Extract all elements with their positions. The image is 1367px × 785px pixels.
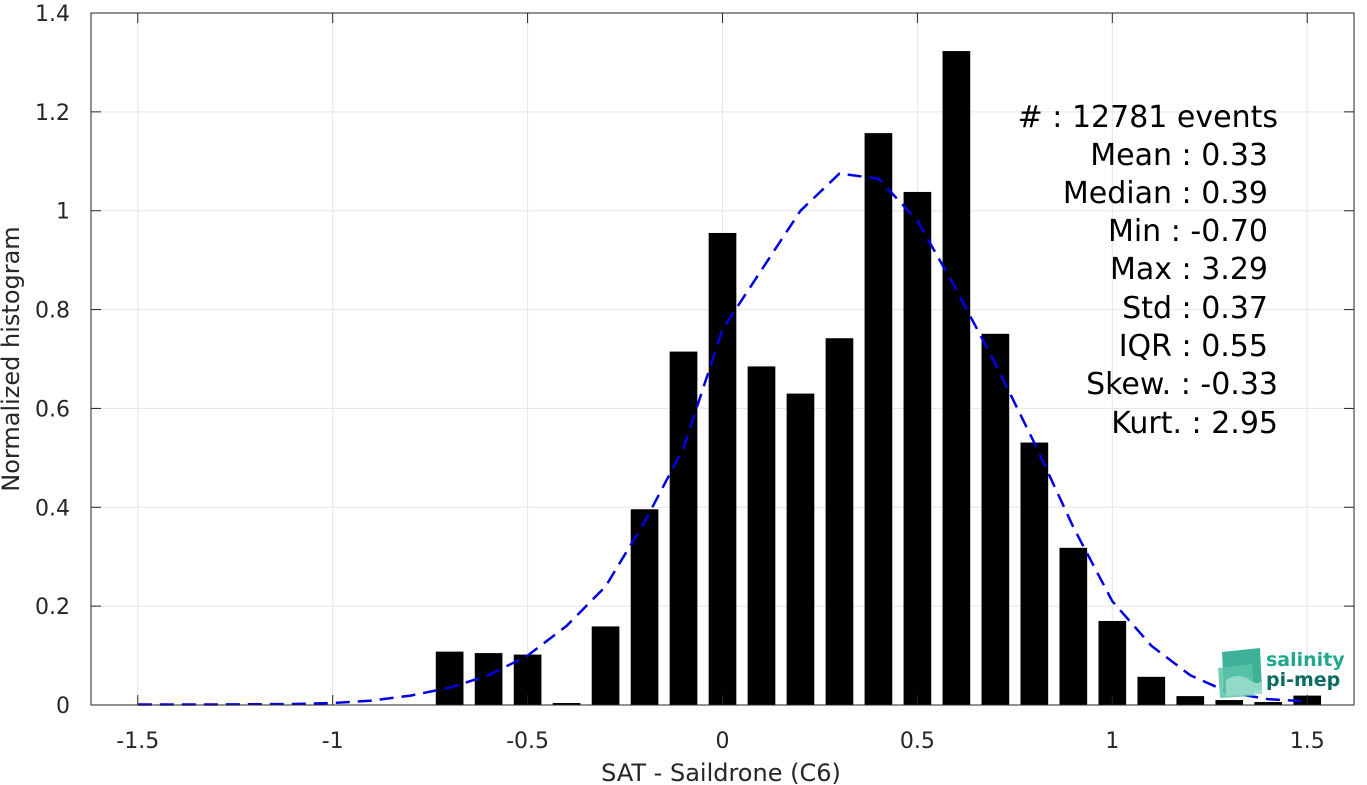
y-tick-label: 0.6 [35, 397, 70, 422]
y-tick-label: 0.8 [35, 299, 70, 324]
histogram-bar [1059, 547, 1088, 705]
x-tick-label: 1 [1105, 729, 1119, 754]
histogram-bar [708, 232, 737, 705]
stats-box: # : 12781 events Mean : 0.33 Median : 0.… [1018, 100, 1278, 441]
histogram-bar [825, 338, 854, 705]
stats-iqr: IQR : 0.55 [1119, 329, 1268, 364]
histogram-bar [1254, 702, 1283, 705]
histogram-bar [435, 651, 464, 705]
x-tick-label: -1 [322, 729, 344, 754]
y-axis-label: Normalized histogram [0, 226, 25, 491]
wave-logo-icon [1218, 648, 1262, 698]
histogram-bar [747, 366, 776, 705]
stats-mean: Mean : 0.33 [1090, 138, 1268, 173]
histogram-bar [1215, 700, 1244, 705]
x-tick-label: 0.5 [900, 729, 935, 754]
histogram-bar [1020, 442, 1049, 705]
y-tick-label: 0.2 [35, 595, 70, 620]
histogram-bar [903, 191, 932, 706]
stats-median: Median : 0.39 [1063, 176, 1268, 211]
stats-max: Max : 3.29 [1110, 252, 1268, 287]
salinity-pi-mep-logo: salinity pi-mep [1218, 648, 1345, 698]
y-tick-label: 0 [56, 694, 70, 719]
histogram-bar [474, 653, 503, 705]
grid-lines [91, 12, 1354, 706]
x-tick-label: -0.5 [506, 729, 549, 754]
y-tick-label: 0.4 [35, 496, 70, 521]
histogram-bar [1137, 676, 1166, 705]
logo-text-salinity: salinity [1266, 649, 1345, 671]
axes-frame [90, 12, 1355, 706]
fit-curve-layer [137, 172, 1308, 706]
x-tick-label: 0 [716, 729, 730, 754]
y-tick-label: 1.2 [35, 101, 70, 126]
histogram-bar [630, 509, 659, 705]
histogram-bar [786, 393, 815, 705]
stats-skew: Skew. : -0.33 [1086, 367, 1278, 402]
histogram-bar [552, 703, 581, 705]
histogram-bar [864, 133, 893, 705]
fit-curve-line [137, 172, 1308, 706]
y-tick-label: 1.4 [35, 2, 70, 27]
histogram-bar [942, 51, 971, 706]
logo-text-pi-mep: pi-mep [1266, 669, 1340, 691]
y-tick-label: 1 [56, 200, 70, 225]
stats-kurt: Kurt. : 2.95 [1111, 406, 1278, 441]
histogram-bar [1098, 620, 1127, 705]
x-tick-labels: -1.5 -1 -0.5 0 0.5 1 1.5 [116, 729, 1324, 754]
x-tick-label: 1.5 [1290, 729, 1325, 754]
histogram-bar [1176, 696, 1205, 705]
stats-min: Min : -0.70 [1108, 214, 1268, 249]
histogram-bar [669, 351, 698, 705]
x-axis-label: SAT - Saildrone (C6) [601, 759, 841, 785]
stats-std: Std : 0.37 [1122, 291, 1268, 326]
x-tick-label: -1.5 [116, 729, 159, 754]
y-tick-labels: 0 0.2 0.4 0.6 0.8 1 1.2 1.4 [35, 2, 70, 719]
histogram-bar [591, 626, 620, 705]
stats-count: # : 12781 events [1018, 100, 1278, 135]
histogram-bar [981, 333, 1010, 705]
